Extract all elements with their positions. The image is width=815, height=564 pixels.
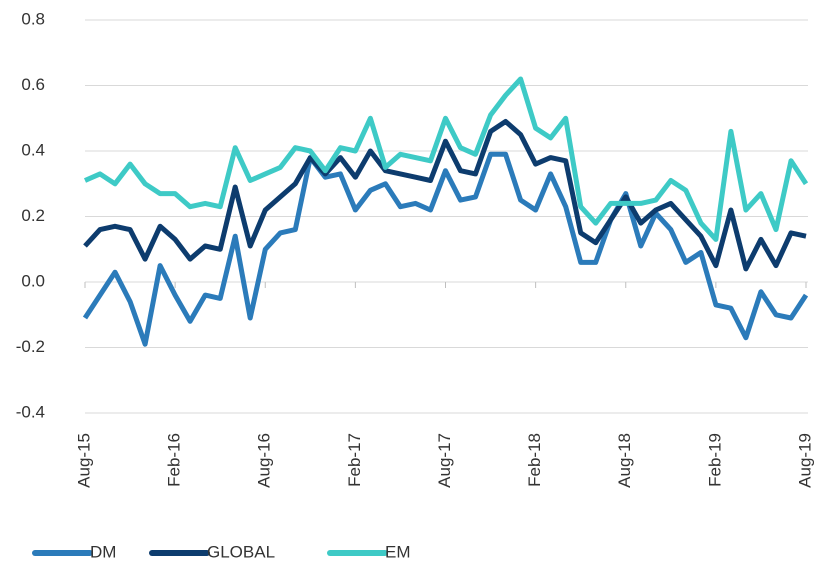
x-tick-label: Aug-19 [795, 433, 814, 488]
y-tick-label: -0.4 [16, 402, 45, 421]
y-tick-label: 0.8 [21, 9, 45, 28]
legend-label: DM [90, 542, 116, 561]
x-tick-label: Feb-17 [345, 433, 364, 487]
x-tick-label: Aug-16 [255, 433, 274, 488]
y-tick-label: 0.2 [21, 206, 45, 225]
y-tick-label: 0.6 [21, 75, 45, 94]
x-tick-label: Feb-19 [705, 433, 724, 487]
legend-label: EM [385, 542, 411, 561]
x-tick-label: Aug-17 [435, 433, 454, 488]
y-tick-label: 0.4 [21, 140, 45, 159]
x-tick-label: Feb-16 [165, 433, 184, 487]
x-tick-label: Aug-15 [74, 433, 93, 488]
x-tick-label: Aug-18 [615, 433, 634, 488]
y-tick-label: 0.0 [21, 271, 45, 290]
x-tick-label: Feb-18 [525, 433, 544, 487]
series-line [82, 151, 809, 347]
series-line [83, 119, 807, 272]
series-line [83, 76, 809, 242]
y-tick-label: -0.2 [16, 337, 45, 356]
legend-label: GLOBAL [207, 542, 275, 561]
